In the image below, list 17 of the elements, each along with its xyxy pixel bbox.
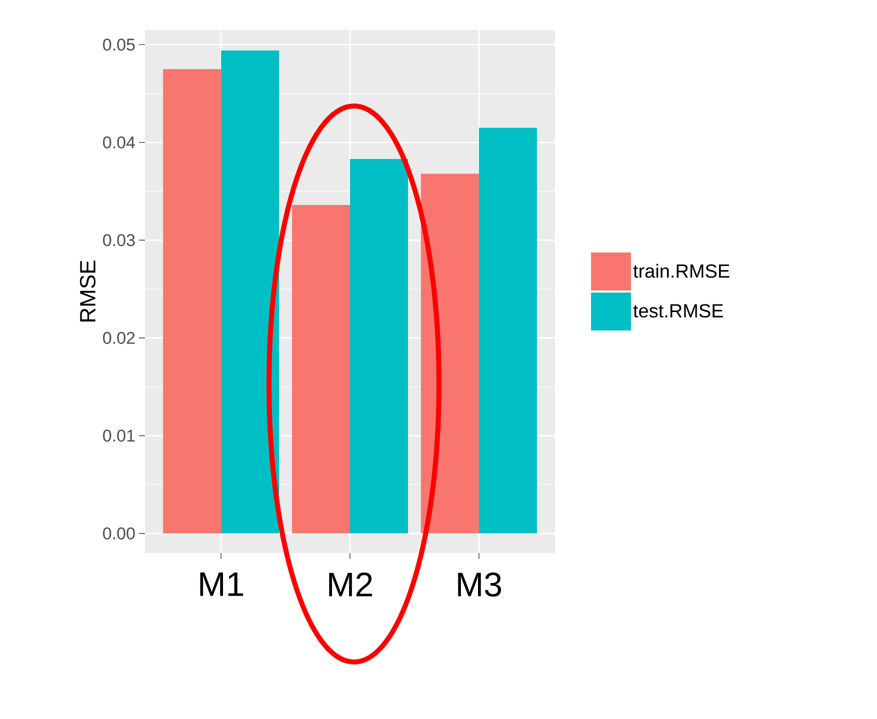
y-tick-label: 0.05 (103, 38, 135, 51)
bar (350, 159, 408, 534)
y-tick-label: 0.01 (103, 430, 135, 442)
legend-label: train.RMSE (633, 264, 730, 278)
bar (163, 69, 222, 534)
y-tick-label: 0.03 (103, 234, 135, 246)
bar (292, 204, 350, 534)
y-tick-label: 0.02 (103, 332, 135, 344)
x-tick-label: M2 (329, 572, 372, 596)
bar (478, 128, 537, 534)
bar (420, 174, 479, 534)
legend-label: test.RMSE (633, 304, 723, 318)
y-tick-label: 0.04 (103, 136, 135, 148)
y-axis-title: RMSE (80, 260, 96, 322)
x-tick-label: M3 (458, 572, 502, 597)
y-tick-label: 0.00 (103, 527, 135, 540)
x-tick-label: M1 (200, 572, 244, 596)
